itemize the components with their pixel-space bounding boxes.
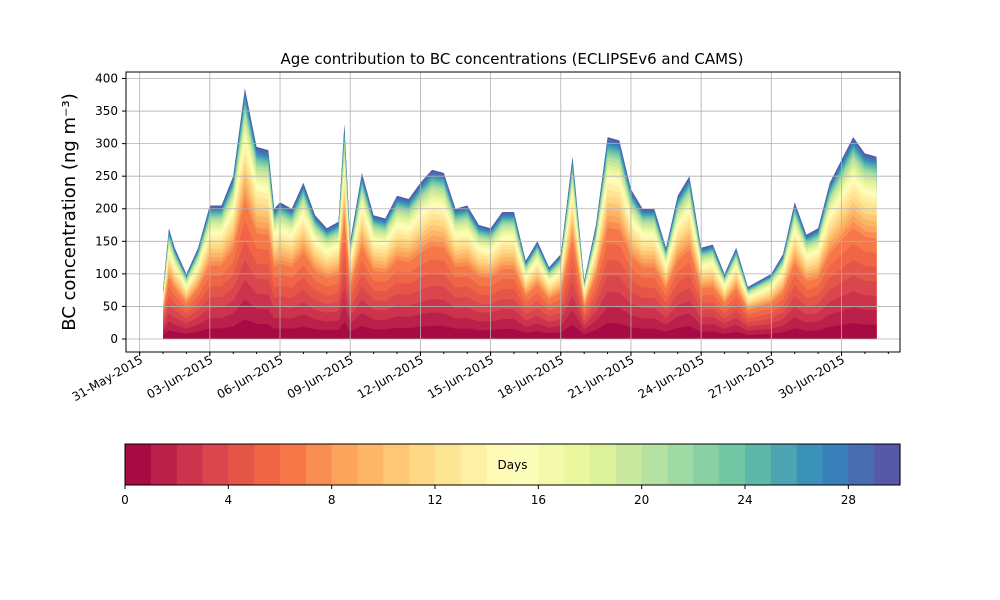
colorbar-segment — [512, 444, 539, 485]
x-tick-label: 09-Jun-2015 — [285, 352, 356, 401]
colorbar-segment — [667, 444, 694, 485]
colorbar-segment — [280, 444, 307, 485]
colorbar-segment — [409, 444, 436, 485]
plot-frame — [125, 71, 901, 353]
y-tick-label: 50 — [103, 299, 118, 313]
colorbar-label: Days — [498, 458, 528, 472]
x-tick-label: 12-Jun-2015 — [355, 352, 426, 401]
x-axis-ticks: 31-May-2015 03-Jun-2015 06-Jun-2015 09-Jun-… — [70, 352, 889, 404]
y-tick-label: 300 — [95, 137, 118, 151]
colorbar-segment — [770, 444, 798, 485]
x-tick-label: 24-Jun-2015 — [636, 352, 707, 401]
y-tick-label: 250 — [95, 169, 118, 183]
colorbar-segment — [564, 444, 591, 485]
y-tick-label: 200 — [95, 202, 118, 216]
y-tick-label: 100 — [95, 267, 118, 281]
colorbar-segment — [719, 444, 746, 485]
colorbar-segment — [202, 444, 229, 485]
stacked-areas — [163, 88, 877, 340]
colorbar-segment — [176, 444, 204, 485]
x-tick-label: 03-Jun-2015 — [144, 352, 215, 401]
colorbar-tick-label: 8 — [328, 493, 336, 507]
colorbar-segment — [150, 444, 178, 485]
colorbar-segment — [305, 444, 333, 485]
plot-border — [125, 71, 901, 353]
colorbar-segment — [615, 444, 643, 485]
x-tick-label: 06-Jun-2015 — [215, 352, 286, 401]
colorbar-segment — [331, 444, 359, 485]
x-tick-label: 30-Jun-2015 — [776, 352, 847, 401]
colorbar: Days 0 4 8 12 16 20 24 28 — [121, 443, 901, 507]
area-age-0 — [163, 319, 877, 339]
y-axis-ticks: 0 50 100 150 200 250 300 350 400 — [95, 72, 126, 346]
colorbar-segment — [538, 444, 565, 485]
colorbar-segment — [460, 444, 488, 485]
y-tick-label: 0 — [110, 332, 118, 346]
y-tick-label: 400 — [95, 72, 118, 86]
colorbar-segment — [254, 444, 281, 485]
y-tick-label: 350 — [95, 104, 118, 118]
colorbar-segment — [125, 444, 152, 485]
colorbar-segment — [435, 444, 462, 485]
colorbar-segment — [590, 444, 617, 485]
colorbar-tick-label: 12 — [427, 493, 442, 507]
colorbar-segment — [228, 444, 255, 485]
colorbar-tick-label: 4 — [225, 493, 233, 507]
colorbar-segment — [796, 444, 824, 485]
colorbar-segment — [822, 444, 849, 485]
colorbar-tick-label: 20 — [634, 493, 649, 507]
colorbar-segment — [745, 444, 772, 485]
colorbar-segment — [693, 444, 720, 485]
y-tick-label: 150 — [95, 234, 118, 248]
colorbar-tick-label: 0 — [121, 493, 129, 507]
colorbar-segment — [383, 444, 410, 485]
chart-title: Age contribution to BC concentrations (E… — [281, 50, 744, 68]
colorbar-segment — [357, 444, 384, 485]
y-axis-label: BC concentration (ng m⁻³) — [59, 93, 80, 331]
colorbar-segment — [848, 444, 875, 485]
colorbar-segment — [641, 444, 669, 485]
grid-lines — [126, 72, 900, 352]
colorbar-tick-label: 24 — [737, 493, 752, 507]
colorbar-segment — [874, 444, 901, 485]
x-tick-label: 15-Jun-2015 — [425, 352, 496, 401]
colorbar-tick-label: 16 — [531, 493, 546, 507]
colorbar-border — [124, 443, 901, 486]
colorbar-segment — [486, 444, 514, 485]
colorbar-tick-label: 28 — [841, 493, 856, 507]
x-tick-label: 31-May-2015 — [70, 352, 145, 404]
x-tick-label: 27-Jun-2015 — [706, 352, 777, 401]
x-tick-label: 18-Jun-2015 — [495, 352, 566, 401]
x-tick-label: 21-Jun-2015 — [565, 352, 636, 401]
